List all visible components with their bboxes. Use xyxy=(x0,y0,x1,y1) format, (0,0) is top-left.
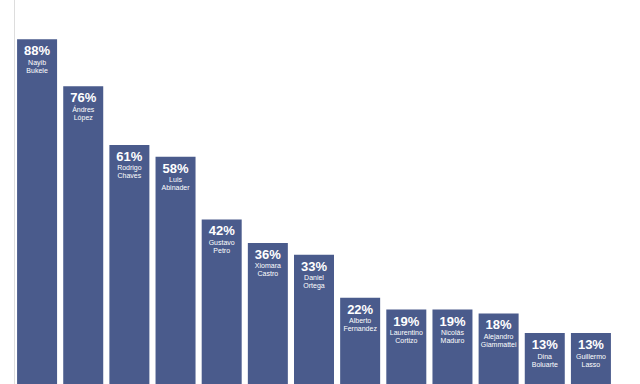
svg-text:13%: 13% xyxy=(532,337,558,352)
svg-text:Castro: Castro xyxy=(258,270,279,277)
svg-text:Abinader: Abinader xyxy=(162,184,191,191)
svg-text:58%: 58% xyxy=(163,161,189,176)
svg-text:Petro: Petro xyxy=(213,247,230,254)
svg-text:Bukele: Bukele xyxy=(26,67,48,74)
svg-text:Laurentino: Laurentino xyxy=(390,329,423,336)
svg-text:Alberto: Alberto xyxy=(349,317,371,324)
svg-text:76%: 76% xyxy=(70,90,96,105)
svg-text:Alejandro: Alejandro xyxy=(484,333,514,341)
svg-text:Cortizo: Cortizo xyxy=(395,337,417,344)
svg-text:Chaves: Chaves xyxy=(118,172,142,179)
svg-text:López: López xyxy=(74,114,94,122)
svg-text:Luis: Luis xyxy=(169,176,182,183)
svg-text:Nayib: Nayib xyxy=(28,59,46,67)
svg-text:Gustavo: Gustavo xyxy=(209,239,235,246)
svg-text:Nicolás: Nicolás xyxy=(441,329,464,336)
svg-text:88%: 88% xyxy=(24,43,50,58)
svg-text:Xiomara: Xiomara xyxy=(255,262,281,269)
svg-text:Lasso: Lasso xyxy=(582,361,601,368)
svg-text:Maduro: Maduro xyxy=(441,337,465,344)
svg-text:Boluarte: Boluarte xyxy=(532,361,558,368)
svg-text:Giammattei: Giammattei xyxy=(481,341,517,348)
svg-text:19%: 19% xyxy=(393,314,419,329)
svg-text:Fernandez: Fernandez xyxy=(343,325,377,332)
svg-text:36%: 36% xyxy=(255,247,281,262)
svg-text:Rodrigo: Rodrigo xyxy=(117,164,142,172)
svg-text:18%: 18% xyxy=(486,317,512,332)
svg-text:Guillermo: Guillermo xyxy=(576,353,606,360)
svg-text:Dina: Dina xyxy=(538,353,553,360)
svg-text:42%: 42% xyxy=(209,223,235,238)
svg-text:Ortega: Ortega xyxy=(303,282,325,290)
svg-text:19%: 19% xyxy=(439,314,465,329)
svg-text:13%: 13% xyxy=(578,337,604,352)
svg-text:61%: 61% xyxy=(116,149,142,164)
svg-text:33%: 33% xyxy=(301,259,327,274)
svg-text:Daniel: Daniel xyxy=(304,274,324,281)
svg-text:Ándres: Ándres xyxy=(72,105,95,113)
svg-text:22%: 22% xyxy=(347,302,373,317)
